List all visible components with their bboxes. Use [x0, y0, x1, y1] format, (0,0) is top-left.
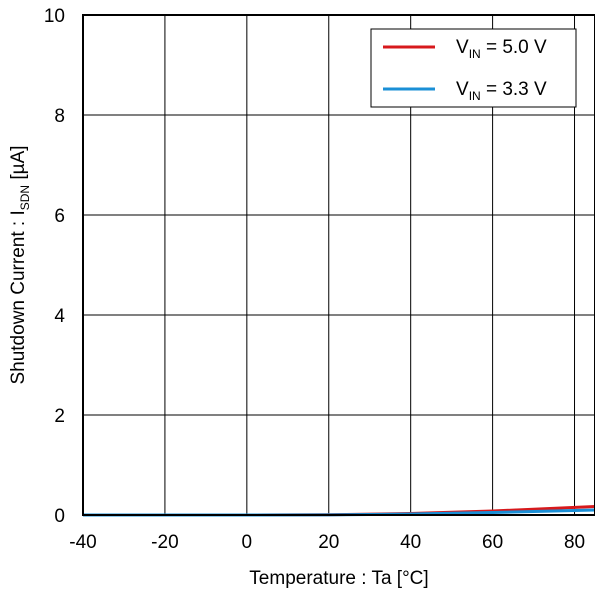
legend-label-5v-pre: V — [456, 37, 469, 58]
series-layer — [83, 505, 595, 517]
y-tick-label: 4 — [54, 306, 65, 327]
x-tick-label: -20 — [151, 532, 178, 553]
legend-box — [370, 28, 577, 108]
x-tick-label: -40 — [69, 532, 96, 553]
x-axis-title: Temperature : Ta [°C] — [249, 568, 428, 589]
legend-label-5v: VIN = 5.0 V — [456, 37, 547, 61]
legend-label-3v3-sub: IN — [469, 89, 481, 103]
legend-label-3v3: VIN = 3.3 V — [456, 79, 547, 103]
y-tick-label: 6 — [54, 206, 65, 227]
legend-label-3v3-post: = 3.3 V — [481, 79, 547, 100]
y-tick-label: 10 — [44, 6, 65, 27]
x-tick-label: 40 — [400, 532, 421, 553]
y-axis-title-sub: SDN — [18, 185, 32, 210]
x-tick-label: 80 — [564, 532, 585, 553]
y-tick-label: 0 — [54, 506, 65, 527]
legend-label-5v-post: = 5.0 V — [481, 37, 547, 58]
legend-label-5v-sub: IN — [469, 47, 481, 61]
legend: VIN = 5.0 V VIN = 3.3 V — [370, 28, 577, 108]
y-axis-title-prefix: Shutdown Current : I — [8, 210, 29, 384]
x-tick-label: 60 — [482, 532, 503, 553]
y-tick-label: 8 — [54, 106, 65, 127]
plot-frame — [82, 14, 595, 516]
y-axis-title-suffix: [µA] — [8, 145, 29, 184]
legend-label-3v3-pre: V — [456, 79, 469, 100]
y-axis-title: Shutdown Current : ISDN [µA] — [8, 145, 32, 384]
y-tick-label: 2 — [54, 406, 65, 427]
tick-labels: -40 -20 0 20 40 60 80 0 2 4 6 8 10 — [44, 6, 585, 553]
x-tick-label: 0 — [242, 532, 253, 553]
x-tick-label: 20 — [318, 532, 339, 553]
